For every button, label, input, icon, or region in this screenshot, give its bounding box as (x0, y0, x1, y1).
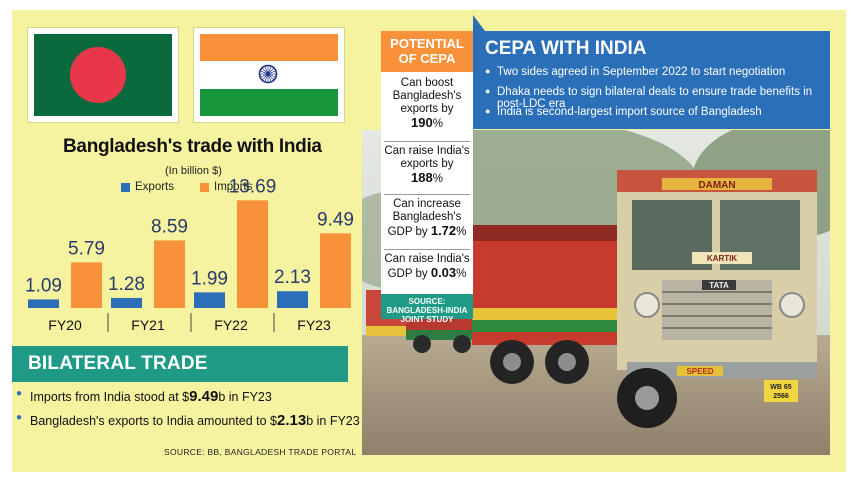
legend-exports-label: Exports (135, 181, 174, 193)
photo-nameplate-text: KARTIK (707, 254, 737, 263)
trade-bar-chart: 1.09 5.79 FY20 1.28 8.59 FY21 1.99 13.69 FY22 2.1… (25, 176, 354, 333)
potential-item-text: Can raise India's (384, 253, 470, 265)
potential-item-unit: % (456, 226, 467, 238)
value-label-imports-fy23: 9.49 (317, 209, 354, 230)
potential-item-bd-exports: Can boost Bangladesh's exports by 190% (381, 77, 473, 131)
bilateral-item-imports-value: 9.49 (189, 388, 219, 405)
potential-item-text: GDP by (387, 268, 431, 280)
x-tick-label-fy22: FY22 (214, 317, 248, 333)
bilateral-item-exports: Bangladesh's exports to India amounted t… (16, 412, 360, 429)
bar-imports-fy23 (320, 233, 351, 308)
potential-divider (384, 141, 470, 142)
cepa-title: CEPA WITH INDIA (485, 38, 647, 59)
value-label-imports-fy21: 8.59 (151, 216, 188, 237)
chart-title: Bangladesh's trade with India (63, 136, 322, 157)
bilateral-item-imports-text: Imports from India stood at $ (30, 390, 190, 404)
cepa-bullet: Two sides agreed in September 2022 to st… (485, 66, 785, 78)
bar-imports-fy20 (71, 262, 102, 308)
value-label-imports-fy20: 5.79 (68, 238, 105, 259)
potential-item-text: Can raise India's (384, 145, 470, 157)
value-label-imports-fy22: 13.69 (229, 176, 277, 197)
cepa-bullet: India is second-largest import source of… (485, 106, 762, 118)
bilateral-source: SOURCE: BB, BANGLADESH TRADE PORTAL (164, 447, 357, 457)
potential-divider (384, 249, 470, 250)
x-tick-label-fy23: FY23 (297, 317, 331, 333)
bilateral-item-imports-suffix: b in FY23 (218, 390, 272, 404)
potential-item-value: 188 (411, 170, 433, 185)
potential-source-line: SOURCE: (408, 297, 446, 306)
potential-header-line1: POTENTIAL (390, 36, 464, 51)
potential-item-value: 0.03 (430, 265, 457, 280)
potential-source-line: BANGLADESH-INDIA (386, 306, 468, 315)
bilateral-item-exports-suffix: b in FY23 (306, 414, 360, 428)
value-label-exports-fy22: 1.99 (191, 268, 228, 289)
india-flag (194, 28, 344, 122)
bilateral-item-exports-value: 2.13 (277, 412, 307, 429)
potential-item-text: Can boost (400, 77, 454, 89)
bilateral-item-imports: Imports from India stood at $9.49b in FY… (16, 388, 272, 405)
photo-plate-line1: WB 65 (770, 384, 792, 391)
potential-source-line: JOINT STUDY (400, 315, 454, 324)
potential-divider (384, 194, 470, 195)
photo-cab-text: DAMAN (698, 180, 735, 191)
x-tick-label-fy20: FY20 (48, 317, 82, 333)
photo-plate-line2: 2566 (773, 393, 789, 400)
potential-item-text: GDP by (387, 226, 431, 238)
potential-item-value: 190 (411, 115, 433, 130)
potential-item-unit: % (432, 173, 443, 185)
potential-item-value: 1.72 (430, 223, 457, 238)
potential-header-line2: OF CEPA (398, 51, 456, 66)
value-label-exports-fy23: 2.13 (274, 267, 311, 288)
potential-item-unit: % (456, 268, 467, 280)
photo-bumper-text: SPEED (686, 367, 713, 376)
legend-exports-swatch (121, 182, 130, 192)
legend-imports: Imports (200, 181, 252, 193)
legend-exports: Exports (121, 181, 174, 193)
potential-item-text: exports by (400, 158, 454, 170)
bar-exports-fy21 (111, 297, 142, 308)
legend-imports-label: Imports (214, 181, 253, 193)
cepa-header-corner (473, 15, 485, 31)
bar-exports-fy20 (28, 299, 59, 308)
potential-item-unit: % (432, 118, 443, 130)
potential-item-text: exports by (400, 103, 454, 115)
potential-item-text: Bangladesh's (392, 90, 462, 102)
bilateral-trade-header: BILATERAL TRADE (12, 346, 348, 382)
bangladesh-flag (28, 28, 178, 122)
value-label-exports-fy20: 1.09 (25, 275, 62, 296)
potential-item-in-gdp: Can raise India's GDP by 0.03% (381, 253, 473, 281)
potential-item-text: Bangladesh's (392, 211, 462, 223)
potential-source: SOURCE: BANGLADESH-INDIA JOINT STUDY (381, 294, 473, 324)
potential-header: POTENTIAL OF CEPA (381, 31, 473, 72)
bilateral-trade-title: BILATERAL TRADE (28, 353, 208, 374)
bar-imports-fy22 (237, 200, 268, 308)
cepa-with-india-panel: CEPA WITH INDIA Two sides agreed in Sept… (473, 31, 830, 129)
photo-brand-text: TATA (709, 281, 729, 290)
potential-item-text: Can increase (393, 198, 461, 210)
bilateral-item-exports-text: Bangladesh's exports to India amounted t… (30, 414, 277, 428)
bar-exports-fy22 (194, 292, 225, 308)
bar-exports-fy23 (277, 291, 308, 308)
x-tick-label-fy21: FY21 (131, 317, 165, 333)
chart-subtitle: (In billion $) (165, 165, 222, 177)
bar-imports-fy21 (154, 240, 185, 308)
potential-item-bd-gdp: Can increase Bangladesh's GDP by 1.72% (381, 198, 473, 239)
value-label-exports-fy21: 1.28 (108, 274, 145, 295)
potential-item-in-exports: Can raise India's exports by 188% (381, 145, 473, 186)
legend-imports-swatch (200, 182, 209, 192)
ashoka-chakra-icon (258, 64, 278, 84)
potential-of-cepa-panel: POTENTIAL OF CEPA Can boost Bangladesh's… (381, 31, 473, 319)
